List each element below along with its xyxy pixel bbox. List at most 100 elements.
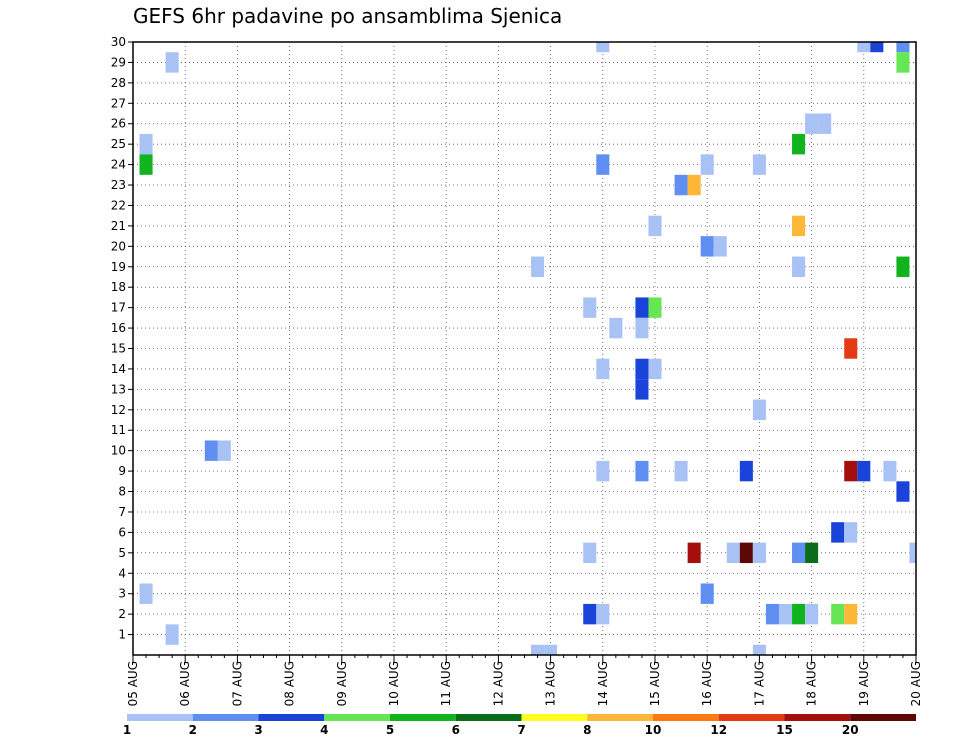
y-tick-label: 5: [118, 546, 126, 560]
precip-cell: [139, 133, 153, 155]
y-tick-label: 1: [118, 628, 126, 642]
precip-cell: [635, 460, 649, 482]
precip-cell: [752, 542, 766, 564]
y-tick-label: 4: [118, 566, 126, 580]
colorbar-segment: [850, 714, 916, 721]
y-tick-label: 2: [118, 607, 126, 621]
x-tick-label: 10 AUG: [387, 661, 401, 706]
precip-cell: [635, 297, 649, 318]
colorbar-label: 5: [386, 723, 394, 737]
precip-cell: [648, 215, 662, 237]
colorbar-segment: [718, 714, 785, 721]
colorbar-label: 7: [517, 723, 525, 737]
precip-cell: [870, 42, 884, 53]
y-tick-label: 12: [111, 403, 126, 417]
precip-cell: [818, 113, 832, 134]
precip-cell: [752, 644, 766, 655]
precip-cell: [583, 603, 597, 625]
precip-cell: [609, 317, 623, 339]
precip-cell: [635, 358, 649, 380]
x-tick-label: 18 AUG: [805, 661, 819, 706]
precip-cell: [831, 603, 845, 625]
y-tick-label: 30: [111, 35, 126, 49]
colorbar-legend: 1 2 3 4 5 6 7 8 10 12 15 20: [123, 714, 916, 737]
x-tick-label: 07 AUG: [230, 661, 244, 706]
colorbar-label: 6: [452, 723, 460, 737]
precip-cell: [139, 154, 153, 175]
precip-cell: [739, 460, 753, 482]
x-tick-label: 14 AUG: [596, 661, 610, 706]
precip-cell: [805, 603, 819, 625]
y-tick-label: 7: [118, 505, 126, 519]
precip-cell: [792, 542, 806, 564]
precip-cell: [139, 583, 153, 604]
precip-cell: [844, 460, 858, 482]
colorbar-segment: [324, 714, 390, 721]
colorbar-segment: [653, 714, 719, 721]
precip-cell: [165, 52, 179, 73]
x-tick-label: 15 AUG: [648, 661, 662, 706]
precip-cell: [596, 154, 610, 175]
precip-cell: [844, 522, 858, 543]
precip-cell: [687, 174, 701, 196]
precip-cell: [792, 256, 806, 277]
y-tick-label: 25: [111, 137, 126, 151]
precip-cell: [831, 522, 845, 543]
y-tick-label: 21: [111, 219, 126, 233]
chart-title: GEFS 6hr padavine po ansamblima Sjenica: [133, 4, 563, 28]
precip-cell: [896, 256, 910, 277]
y-tick-label: 16: [111, 321, 126, 335]
colorbar-segment: [258, 714, 325, 721]
precip-cell: [635, 317, 649, 339]
grid-lines: [133, 42, 916, 655]
colorbar-label: 20: [842, 723, 859, 737]
y-tick-label: 28: [111, 76, 126, 90]
y-tick-label: 8: [118, 485, 126, 499]
precip-cell: [635, 379, 649, 400]
y-axis: 1234567891011121314151617181920212223242…: [111, 35, 133, 642]
precip-cell: [896, 52, 910, 73]
colorbar-label: 1: [123, 723, 131, 737]
precip-cell: [765, 603, 779, 625]
precip-cell: [583, 297, 597, 318]
precip-cell: [805, 542, 819, 564]
y-tick-label: 26: [111, 117, 126, 131]
colorbar-label: 8: [583, 723, 591, 737]
y-tick-label: 24: [111, 158, 126, 172]
y-tick-label: 15: [111, 342, 126, 356]
precip-cell: [648, 297, 662, 318]
precip-cell: [531, 644, 545, 655]
y-tick-label: 10: [111, 444, 126, 458]
precip-cell: [700, 583, 714, 604]
colorbar-segment: [784, 714, 851, 721]
precip-cell: [596, 42, 610, 53]
precip-cell: [844, 603, 858, 625]
precip-cell: [700, 154, 714, 175]
precip-cell: [883, 460, 897, 482]
precip-cell: [583, 542, 597, 564]
precip-cell: [204, 440, 218, 461]
precip-cell: [792, 215, 806, 237]
x-axis: 05 AUG 06 AUG 07 AUG 08 AUG 09 AUG 10 AUG 11 A…: [126, 655, 923, 706]
precip-cell: [752, 154, 766, 175]
precip-cell: [596, 603, 610, 625]
y-tick-label: 22: [111, 198, 126, 212]
colorbar-segment: [521, 714, 588, 721]
colorbar-segment: [587, 714, 653, 721]
precip-cell: [726, 542, 740, 564]
x-tick-label: 05 AUG: [126, 661, 140, 706]
colorbar-label: 15: [776, 723, 793, 737]
x-tick-label: 12 AUG: [491, 661, 505, 706]
y-tick-label: 27: [111, 96, 126, 110]
precip-cell: [531, 256, 545, 277]
y-tick-label: 3: [118, 587, 126, 601]
colorbar-segment: [127, 714, 193, 721]
precip-cell: [648, 358, 662, 380]
x-tick-label: 16 AUG: [700, 661, 714, 706]
precip-cell: [752, 399, 766, 421]
precip-cell: [778, 603, 793, 625]
x-tick-label: 09 AUG: [335, 661, 349, 706]
precip-cell: [739, 542, 753, 564]
precip-cell: [700, 236, 714, 257]
